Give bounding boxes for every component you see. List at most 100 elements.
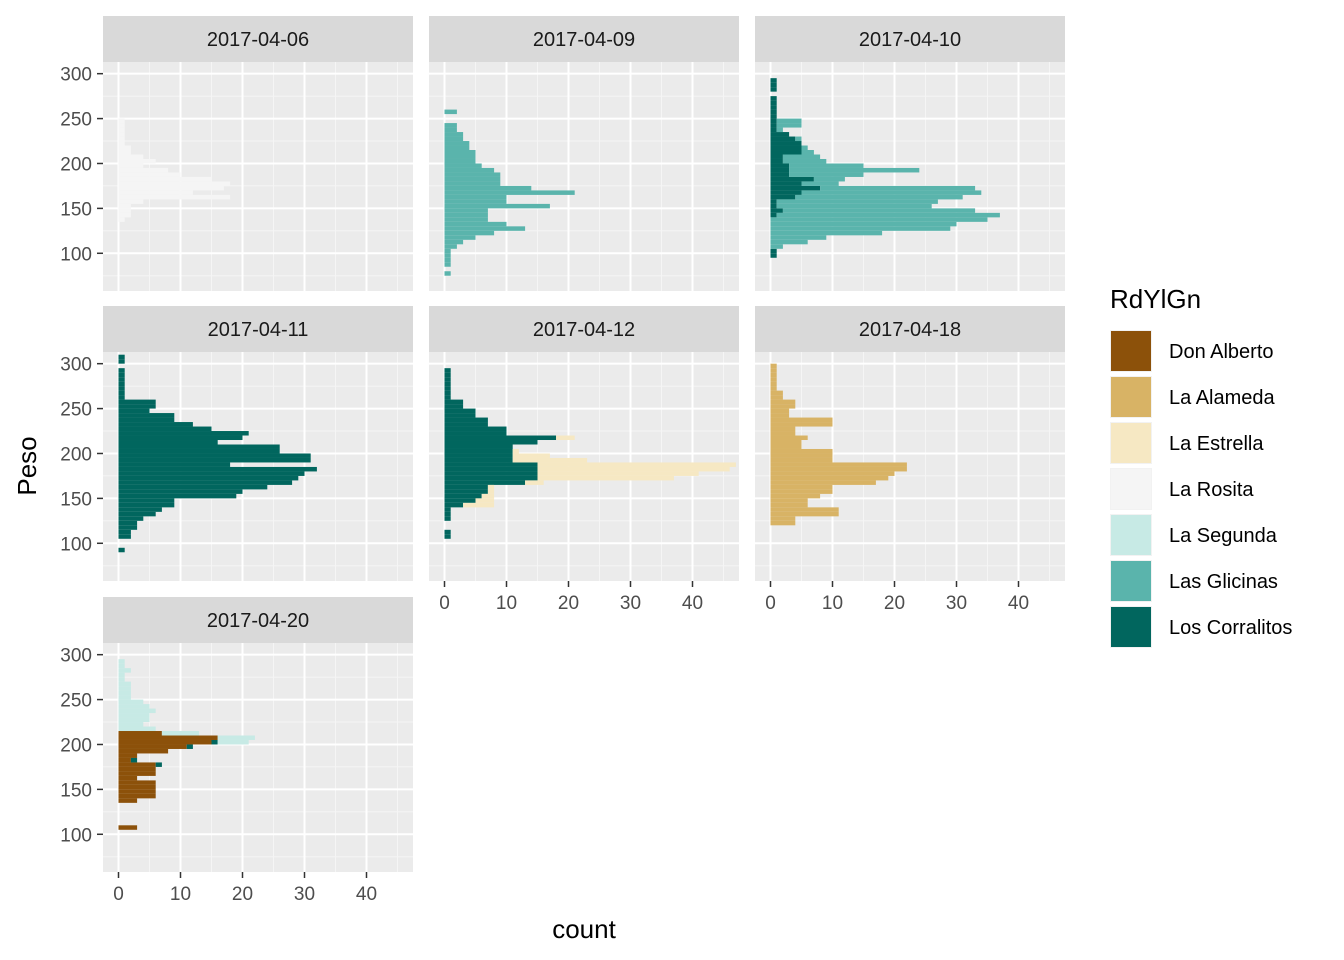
histogram-bar: [770, 132, 790, 137]
histogram-bar: [118, 489, 243, 494]
histogram-bar: [118, 726, 156, 732]
y-tick-label: 200: [60, 444, 92, 465]
legend-label: La Alameda: [1169, 387, 1276, 409]
histogram-bar: [118, 762, 156, 767]
facet-panel: 2017-04-06 100 150 200 250 300: [60, 16, 413, 291]
facet-panel: 2017-04-12 0 10 20 30 40: [429, 306, 739, 614]
histogram-bar: [770, 235, 827, 240]
histogram-bar: [118, 372, 125, 378]
histogram-bar: [118, 525, 138, 530]
histogram-bar: [770, 181, 802, 186]
histogram-bar: [118, 457, 311, 463]
facet-strip: [103, 597, 413, 643]
histogram-bar: [776, 118, 802, 124]
histogram-bar: [525, 480, 544, 485]
histogram-bar: [537, 466, 730, 472]
histogram-bar: [444, 534, 451, 539]
histogram-bar: [444, 466, 538, 472]
histogram-bar: [512, 453, 550, 458]
histogram-bar: [444, 377, 451, 382]
histogram-bar: [770, 448, 833, 454]
histogram-bar: [118, 766, 156, 772]
histogram-bar: [444, 136, 464, 142]
histogram-bar: [770, 221, 957, 227]
histogram-bar: [770, 489, 833, 494]
x-tick-label: 0: [439, 593, 450, 614]
legend-swatch: [1111, 469, 1151, 509]
histogram-bar: [444, 386, 451, 391]
histogram-bar: [444, 511, 451, 517]
histogram-bar: [444, 462, 538, 467]
facet-strip-label: 2017-04-12: [533, 319, 635, 341]
facet-strip: [103, 306, 413, 352]
legend-swatch: [1111, 423, 1151, 463]
y-tick-label: 150: [60, 780, 92, 801]
histogram-bar: [118, 739, 212, 745]
y-tick-label: 250: [60, 691, 92, 712]
histogram-bar: [789, 163, 864, 168]
histogram-bar: [782, 158, 827, 164]
histogram-bar: [444, 417, 488, 423]
histogram-bar: [118, 359, 125, 364]
histogram-bar: [770, 203, 777, 209]
facet-strip: [755, 16, 1065, 62]
facet-strip-label: 2017-04-20: [207, 610, 309, 632]
histogram-bar: [118, 735, 218, 740]
histogram-bar: [444, 158, 476, 164]
histogram-bar: [770, 435, 808, 441]
histogram-bar: [770, 507, 839, 512]
y-tick-label: 200: [60, 735, 92, 756]
histogram-bar: [118, 118, 125, 124]
legend-label: La Estrella: [1169, 433, 1264, 455]
histogram-bar: [118, 722, 144, 727]
histogram-bar: [217, 739, 249, 745]
histogram-bar: [770, 422, 833, 427]
histogram-bar: [770, 172, 790, 177]
histogram-bar: [118, 793, 156, 799]
histogram-bar: [118, 475, 299, 481]
histogram-bar: [118, 717, 150, 723]
histogram-bar: [444, 399, 464, 405]
histogram-bar: [770, 475, 889, 481]
histogram-bar: [444, 109, 457, 115]
histogram-bar: [118, 208, 131, 213]
histogram-bar: [770, 417, 833, 423]
histogram-bar: [118, 181, 231, 186]
histogram-bar: [770, 253, 777, 258]
histogram-bar: [770, 493, 821, 499]
x-tick-label: 20: [884, 593, 905, 614]
facet-panel: 2017-04-10: [755, 16, 1065, 291]
x-tick-label: 10: [822, 593, 843, 614]
x-tick-label: 10: [496, 593, 517, 614]
histogram-bar: [770, 87, 777, 92]
histogram-bar: [770, 109, 777, 115]
histogram-bar: [770, 226, 951, 231]
histogram-bar: [118, 399, 156, 405]
histogram-bar: [118, 547, 125, 553]
y-tick-label: 300: [60, 355, 92, 376]
histogram-bar: [118, 127, 125, 133]
y-tick-label: 100: [60, 244, 92, 265]
histogram-bar: [444, 230, 495, 236]
histogram-bar: [118, 668, 131, 673]
facet-panel: 2017-04-20 100 150 200 250 300 0 10 20 30 40: [60, 597, 413, 905]
histogram-bar: [118, 163, 144, 168]
histogram-bar: [118, 381, 125, 387]
facet-panel: 2017-04-09: [429, 16, 739, 291]
histogram-bar: [118, 377, 125, 382]
x-tick-label: 40: [682, 593, 703, 614]
histogram-bar: [770, 408, 790, 414]
histogram-bar: [770, 239, 808, 245]
histogram-bar: [801, 145, 808, 151]
histogram-bar: [444, 453, 513, 458]
histogram-bar: [444, 431, 507, 436]
histogram-bar: [118, 390, 125, 396]
y-tick-label: 150: [60, 489, 92, 510]
histogram-bar: [118, 686, 131, 691]
histogram-bar: [475, 498, 495, 503]
histogram-bar: [444, 390, 451, 396]
histogram-bar: [118, 753, 138, 758]
histogram-bar: [795, 136, 802, 142]
legend-label: La Segunda: [1169, 525, 1278, 547]
